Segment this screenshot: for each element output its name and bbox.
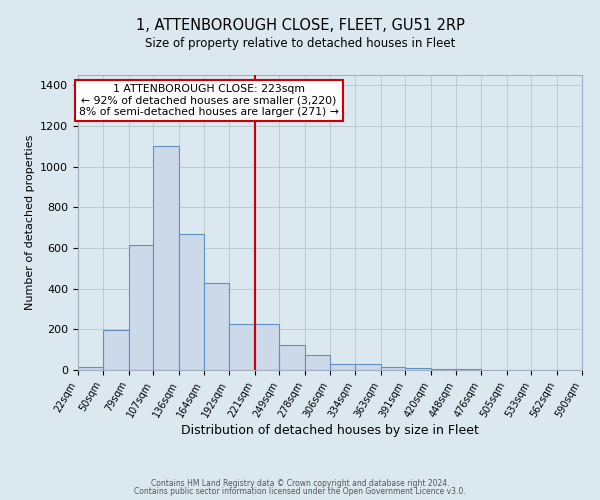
- Y-axis label: Number of detached properties: Number of detached properties: [25, 135, 35, 310]
- Bar: [179, 234, 204, 370]
- Text: Contains public sector information licensed under the Open Government Licence v3: Contains public sector information licen…: [134, 487, 466, 496]
- Bar: [154, 146, 179, 370]
- Text: 1, ATTENBOROUGH CLOSE, FLEET, GU51 2RP: 1, ATTENBOROUGH CLOSE, FLEET, GU51 2RP: [136, 18, 464, 32]
- Bar: [431, 369, 456, 370]
- Bar: [280, 344, 305, 370]
- Bar: [305, 354, 330, 370]
- Bar: [229, 324, 254, 370]
- Bar: [103, 330, 128, 370]
- Bar: [355, 364, 380, 370]
- Bar: [254, 324, 280, 370]
- Text: Contains HM Land Registry data © Crown copyright and database right 2024.: Contains HM Land Registry data © Crown c…: [151, 478, 449, 488]
- Bar: [204, 282, 229, 370]
- Bar: [406, 368, 431, 370]
- Bar: [330, 364, 355, 370]
- X-axis label: Distribution of detached houses by size in Fleet: Distribution of detached houses by size …: [181, 424, 479, 438]
- Text: Size of property relative to detached houses in Fleet: Size of property relative to detached ho…: [145, 38, 455, 51]
- Text: 1 ATTENBOROUGH CLOSE: 223sqm
← 92% of detached houses are smaller (3,220)
8% of : 1 ATTENBOROUGH CLOSE: 223sqm ← 92% of de…: [79, 84, 339, 117]
- Bar: [78, 367, 103, 370]
- Bar: [128, 245, 154, 370]
- Bar: [380, 367, 406, 370]
